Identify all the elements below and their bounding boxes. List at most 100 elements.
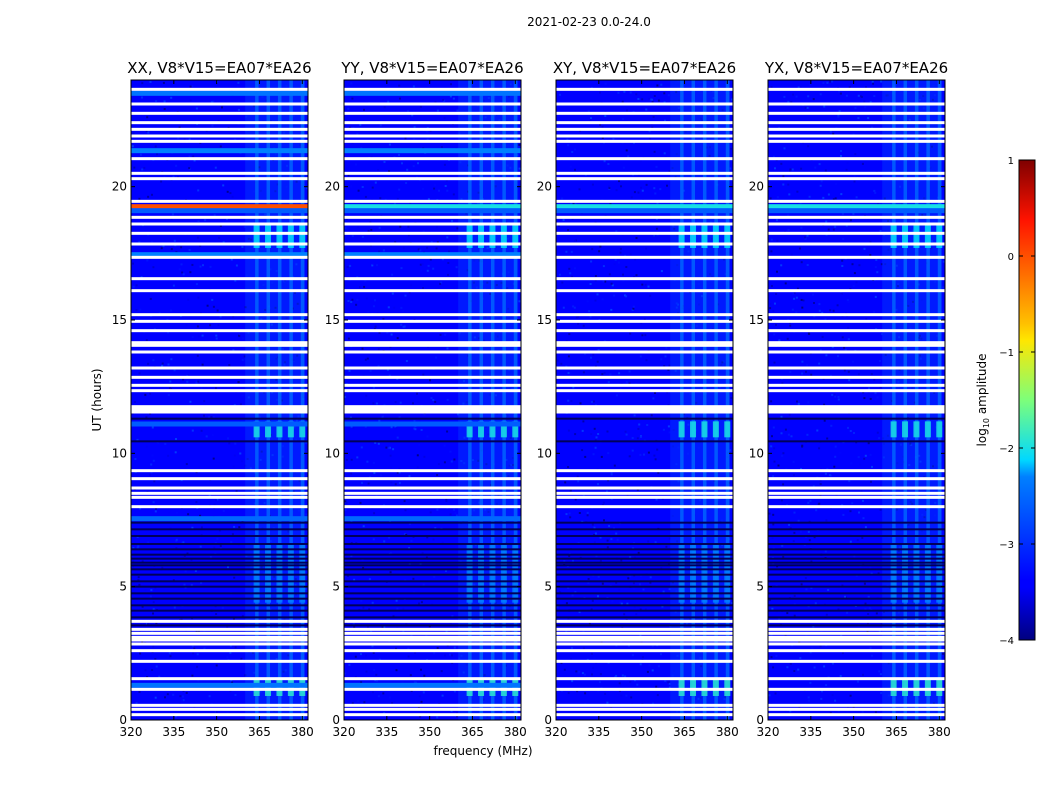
noise-cell	[227, 566, 229, 569]
noise-cell	[793, 292, 796, 295]
noise-cell	[214, 166, 217, 169]
noise-cell	[197, 189, 200, 192]
noise-cell	[822, 196, 825, 199]
noise-cell	[870, 373, 873, 375]
noise-cell	[795, 84, 798, 87]
noise-cell	[569, 272, 572, 275]
noise-cell	[347, 300, 350, 302]
noise-cell	[610, 308, 613, 311]
noise-cell	[588, 310, 591, 313]
flagged-row	[131, 638, 308, 642]
noise-cell	[797, 86, 800, 89]
low-amplitude-row	[131, 604, 308, 607]
noise-cell	[879, 385, 882, 388]
noise-cell	[634, 258, 637, 261]
noise-cell	[237, 381, 240, 384]
noise-cell	[620, 602, 623, 605]
noise-cell	[141, 82, 144, 85]
noise-cell	[574, 239, 576, 242]
noise-cell	[161, 362, 164, 365]
noise-cell	[432, 399, 435, 401]
noise-cell	[591, 523, 594, 526]
noise-cell	[849, 430, 852, 432]
noise-cell	[187, 298, 190, 301]
noise-cell	[556, 370, 559, 372]
rfi-patch	[712, 224, 719, 248]
rfi-patch	[287, 224, 294, 248]
noise-cell	[567, 692, 570, 695]
noise-cell	[825, 354, 828, 357]
noise-cell	[640, 186, 643, 189]
noise-cell	[824, 169, 827, 172]
flagged-row	[556, 407, 733, 411]
noise-cell	[844, 595, 846, 598]
rfi-patch	[936, 224, 943, 248]
noise-cell	[851, 502, 854, 505]
rfi-band	[670, 80, 731, 720]
y-tick-label: 15	[749, 313, 764, 327]
noise-cell	[439, 282, 442, 285]
noise-cell	[345, 502, 348, 504]
noise-cell	[621, 674, 624, 677]
noise-cell	[412, 577, 415, 580]
flagged-row	[131, 222, 308, 226]
noise-cell	[304, 588, 307, 590]
colorbar-tick-label: −3	[999, 540, 1014, 551]
noise-cell	[618, 588, 621, 591]
noise-cell	[827, 228, 830, 231]
noise-cell	[222, 241, 225, 244]
noise-cell	[629, 680, 632, 683]
noise-cell	[597, 349, 600, 352]
noise-cell	[350, 301, 353, 303]
noise-cell	[232, 618, 235, 621]
rfi-patch	[299, 421, 306, 438]
flagged-row	[556, 289, 733, 293]
low-amplitude-row	[768, 543, 945, 545]
noise-cell	[601, 373, 604, 376]
noise-cell	[643, 281, 646, 284]
noise-cell	[818, 447, 821, 450]
noise-cell	[141, 605, 144, 608]
noise-cell	[868, 607, 871, 610]
noise-cell	[239, 452, 242, 455]
noise-cell	[647, 285, 650, 288]
noise-cell	[626, 109, 628, 112]
rfi-channel	[266, 80, 271, 720]
panel-frame	[130, 79, 309, 721]
noise-cell	[240, 657, 243, 660]
low-amplitude-row	[556, 580, 733, 583]
noise-cell	[366, 626, 369, 629]
noise-cell	[650, 414, 653, 417]
noise-cell	[456, 227, 459, 230]
noise-cell	[801, 372, 804, 375]
noise-cell	[730, 602, 733, 604]
noise-cell	[863, 247, 866, 250]
noise-cell	[402, 607, 405, 610]
noise-cell	[422, 230, 425, 233]
noise-cell	[782, 183, 785, 186]
noise-cell	[632, 305, 635, 308]
noise-cell	[608, 185, 610, 188]
noise-cell	[422, 691, 425, 694]
noise-cell	[432, 538, 435, 541]
rfi-patch	[902, 224, 909, 248]
noise-cell	[644, 608, 647, 611]
noise-cell	[570, 658, 572, 660]
noise-cell	[191, 356, 194, 359]
low-amplitude-row	[768, 604, 945, 607]
noise-cell	[615, 532, 618, 535]
noise-cell	[134, 266, 137, 269]
rfi-patch	[902, 544, 909, 603]
noise-cell	[212, 100, 215, 103]
flagged-row	[768, 375, 945, 379]
noise-cell	[217, 119, 220, 122]
noise-cell	[149, 392, 152, 395]
noise-cell	[872, 445, 875, 448]
rfi-channel	[468, 80, 472, 720]
noise-cell	[567, 399, 570, 402]
noise-cell	[829, 335, 832, 338]
noise-cell	[843, 369, 846, 372]
noise-cell	[401, 681, 404, 684]
low-amplitude-row	[768, 521, 945, 524]
noise-cell	[851, 263, 854, 266]
